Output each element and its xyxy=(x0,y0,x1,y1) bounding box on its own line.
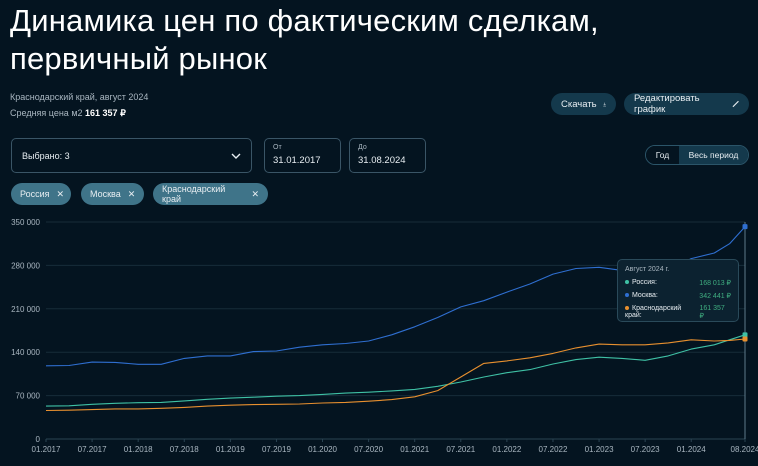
close-icon[interactable]: ✕ xyxy=(251,188,259,199)
chevron-down-icon xyxy=(231,153,241,159)
page-title: Динамика цен по фактическим сделкам, пер… xyxy=(10,3,599,76)
date-from-value: 31.01.2017 xyxy=(273,155,321,166)
moscow-dot-icon xyxy=(625,293,629,298)
krasnodar-marker xyxy=(742,336,748,342)
x-tick-label: 07.2021 xyxy=(446,445,475,454)
date-from-label: От xyxy=(273,144,282,151)
chip-label: Россия xyxy=(20,189,50,199)
region-period: Краснодарский край, август 2024 xyxy=(10,92,149,102)
x-tick-label: 07.2022 xyxy=(539,445,568,454)
x-tick-label: 07.2017 xyxy=(78,445,107,454)
region-select[interactable]: Выбрано: 3 xyxy=(11,138,252,173)
tooltip-row-russia: Россия: 168 013 ₽ xyxy=(625,279,731,287)
x-tick-label: 07.2023 xyxy=(631,445,660,454)
pencil-icon xyxy=(732,100,739,108)
download-button[interactable]: Скачать xyxy=(551,93,616,115)
krasnodar-line xyxy=(45,338,746,412)
russia-marker xyxy=(742,332,748,338)
avg-price-label: Средняя цена м2 xyxy=(10,108,83,118)
x-tick-label: 07.2018 xyxy=(170,445,199,454)
chart-tooltip: Август 2024 г. Россия: 168 013 ₽ Москва:… xyxy=(617,259,739,322)
tooltip-label: Краснодарский край: xyxy=(625,305,682,319)
date-to-field[interactable]: До 31.08.2024 xyxy=(349,138,426,173)
tooltip-value: 168 013 ₽ xyxy=(699,280,731,287)
chip-moscow[interactable]: Москва ✕ xyxy=(81,183,144,205)
x-tick-label: 01.2024 xyxy=(677,445,706,454)
x-tick-label: 01.2017 xyxy=(32,445,61,454)
chip-krasnodar[interactable]: Краснодарский край ✕ xyxy=(153,183,268,205)
tooltip-label: Россия: xyxy=(632,279,657,286)
edit-chart-button[interactable]: Редактировать график xyxy=(624,93,749,115)
chip-russia[interactable]: Россия ✕ xyxy=(11,183,71,205)
close-icon[interactable]: ✕ xyxy=(56,188,65,199)
tooltip-value: 342 441 ₽ xyxy=(699,293,731,300)
y-tick-label: 0 xyxy=(36,435,41,444)
x-tick-label: 01.2018 xyxy=(124,445,153,454)
russia-dot-icon xyxy=(625,280,629,285)
x-tick-label: 01.2022 xyxy=(492,445,521,454)
x-tick-label: 01.2023 xyxy=(585,445,614,454)
krasnodar-dot-icon xyxy=(625,306,629,311)
x-tick-label: 01.2021 xyxy=(400,445,429,454)
period-toggle: Год Весь период xyxy=(645,145,749,165)
y-tick-label: 350 000 xyxy=(11,218,40,227)
chip-label: Москва xyxy=(90,189,121,199)
download-icon xyxy=(602,102,606,106)
tooltip-title: Август 2024 г. xyxy=(625,266,670,273)
date-from-field[interactable]: От 31.01.2017 xyxy=(264,138,341,173)
edit-label: Редактировать график xyxy=(634,93,700,115)
period-year-option[interactable]: Год xyxy=(646,146,679,164)
moscow-marker xyxy=(742,224,748,230)
russia-line xyxy=(45,334,746,407)
close-icon[interactable]: ✕ xyxy=(127,188,136,199)
tooltip-row-krasnodar: Краснодарский край: 161 357 ₽ xyxy=(625,305,731,320)
x-tick-label: 01.2020 xyxy=(308,445,337,454)
period-all-option[interactable]: Весь период xyxy=(679,146,748,164)
download-label: Скачать xyxy=(561,98,597,110)
y-tick-label: 70 000 xyxy=(16,392,41,401)
x-tick-label: 07.2020 xyxy=(354,445,383,454)
y-tick-label: 210 000 xyxy=(11,305,40,314)
x-tick-label: 07.2019 xyxy=(262,445,291,454)
chip-label: Краснодарский край xyxy=(162,184,226,204)
tooltip-label: Москва: xyxy=(632,292,658,299)
x-tick-label: 01.2019 xyxy=(216,445,245,454)
tooltip-value: 161 357 ₽ xyxy=(699,305,725,320)
y-tick-label: 280 000 xyxy=(11,261,40,270)
avg-price: Средняя цена м2 161 357 ₽ xyxy=(10,108,126,119)
date-to-label: До xyxy=(358,144,367,151)
x-tick-label: 08.2024 xyxy=(731,445,758,454)
y-tick-label: 140 000 xyxy=(11,348,40,357)
select-value: Выбрано: 3 xyxy=(22,150,70,161)
avg-price-value: 161 357 ₽ xyxy=(85,108,126,118)
price-line-chart[interactable]: 0 70 000 140 000 210 000 280 000 350 000 01.20… xyxy=(0,212,758,466)
date-to-value: 31.08.2024 xyxy=(358,155,406,166)
tooltip-row-moscow: Москва: 342 441 ₽ xyxy=(625,292,731,300)
